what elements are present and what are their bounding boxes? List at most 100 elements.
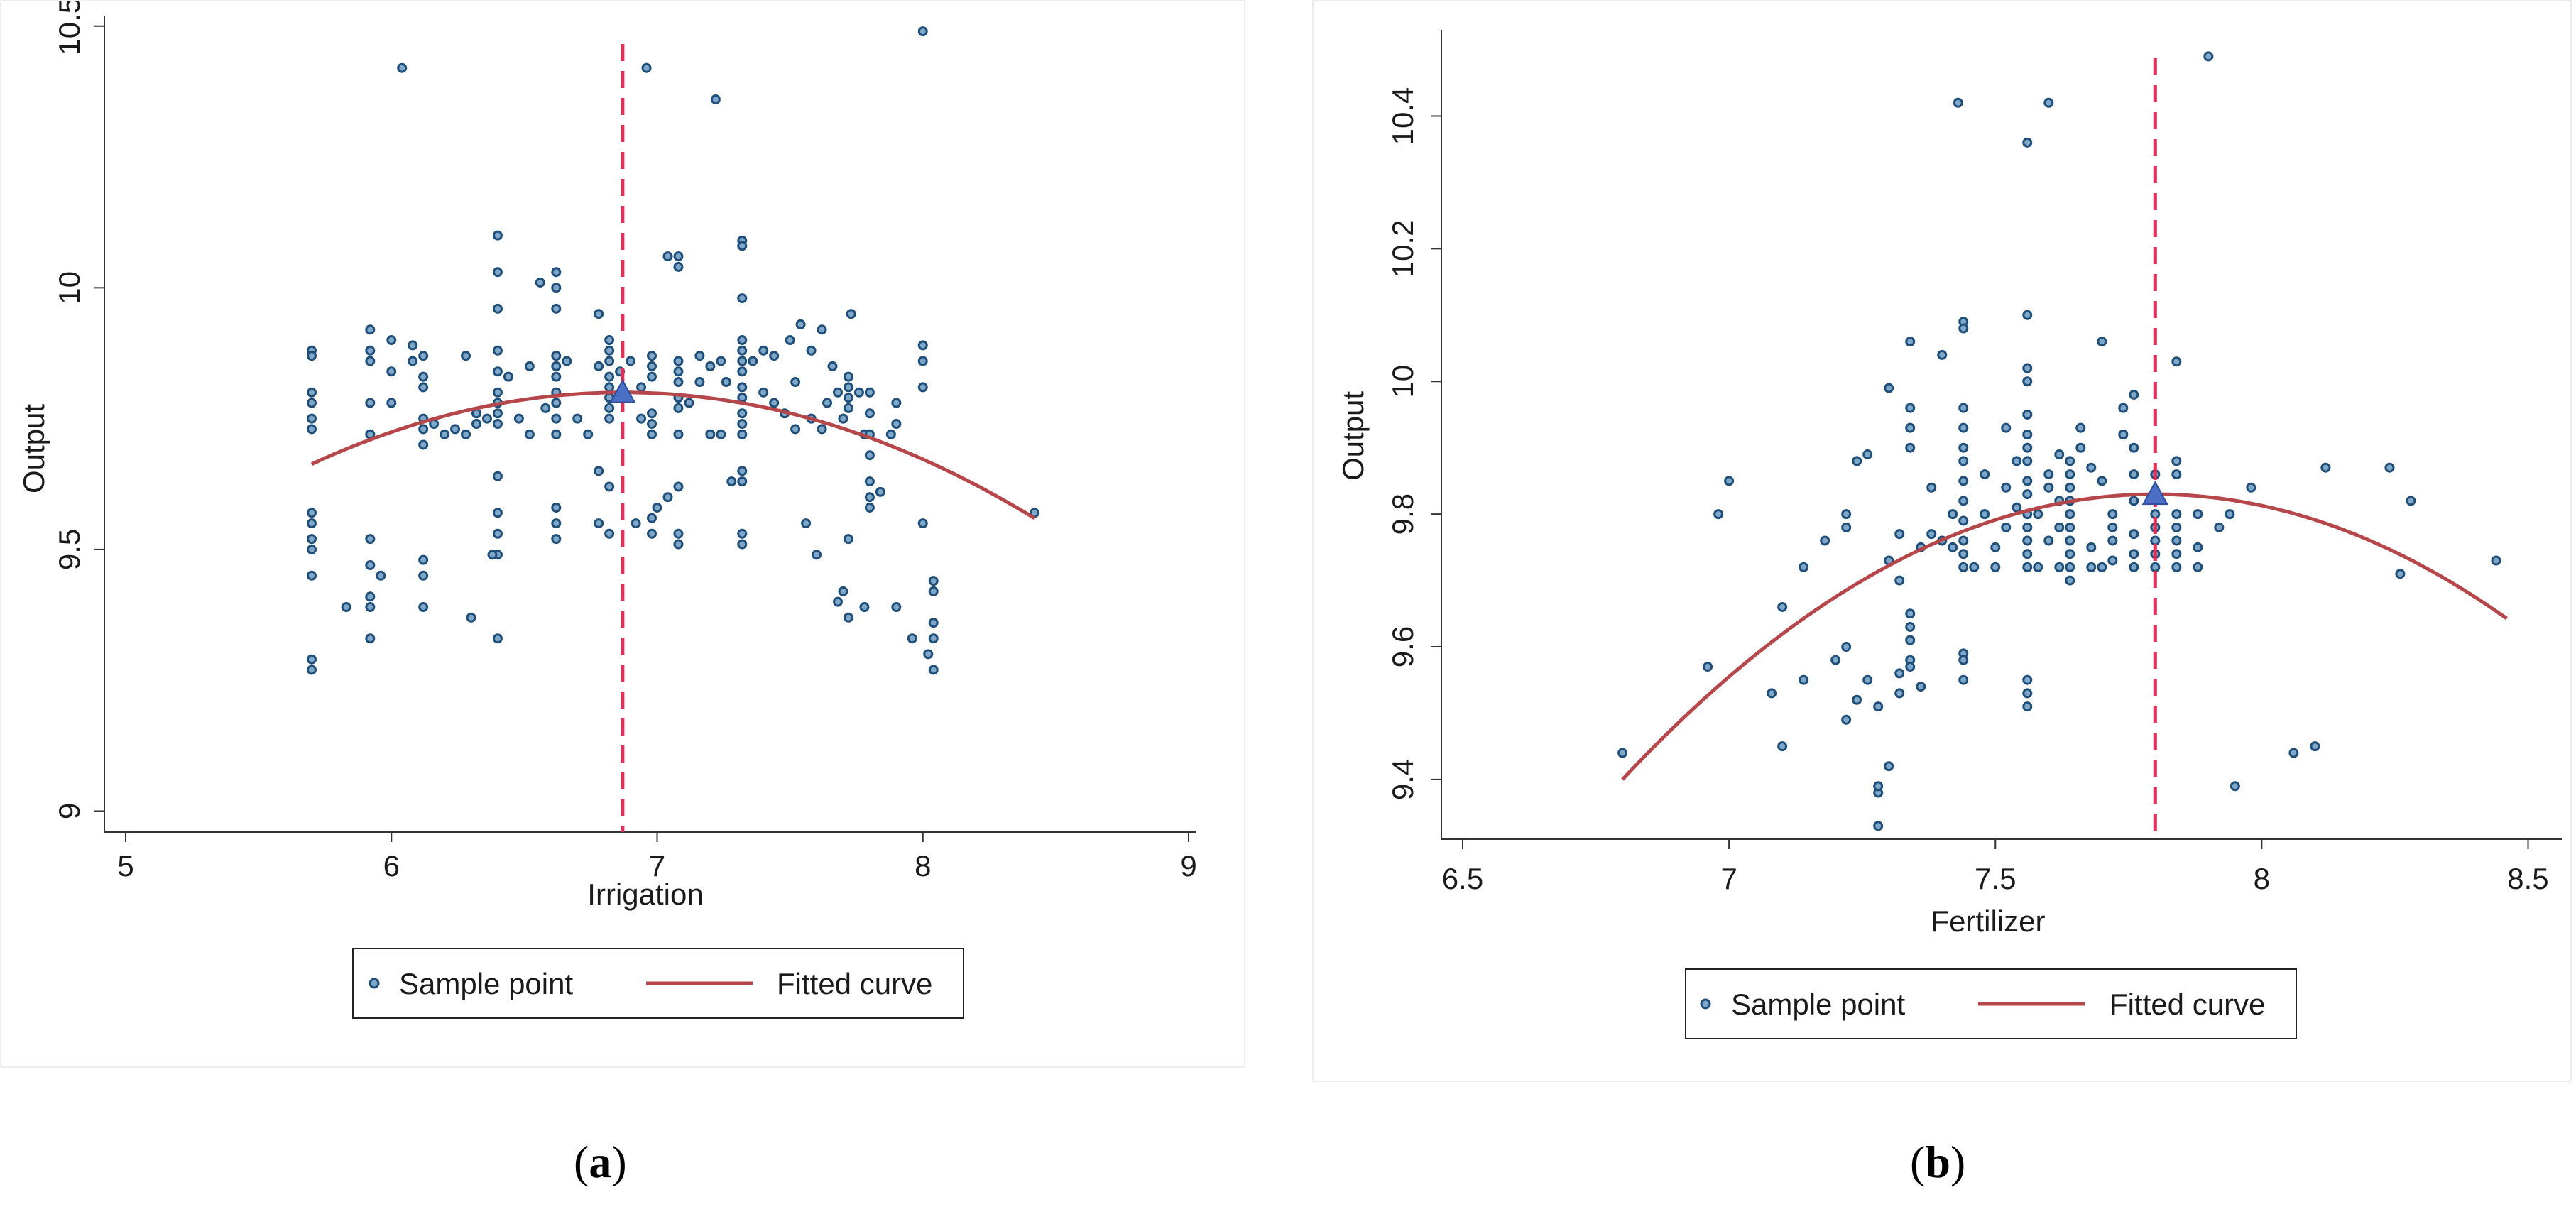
sample-point bbox=[1905, 422, 1916, 433]
peak-marker bbox=[2141, 481, 2169, 506]
sample-point bbox=[1777, 601, 1788, 612]
sample-point bbox=[2065, 522, 2075, 532]
sample-point bbox=[832, 387, 843, 398]
sample-point bbox=[647, 361, 657, 371]
sample-point bbox=[737, 345, 748, 356]
sample-point bbox=[2022, 376, 2033, 387]
sample-point bbox=[673, 251, 684, 262]
sample-point bbox=[2065, 535, 2075, 546]
sample-point bbox=[1894, 529, 1905, 540]
sample-point bbox=[551, 371, 562, 382]
sample-point bbox=[923, 649, 934, 660]
sample-point bbox=[647, 419, 657, 429]
sample-point bbox=[2033, 562, 2043, 572]
sample-point bbox=[594, 518, 604, 529]
sample-point bbox=[631, 518, 641, 529]
y-tick-label: 10.4 bbox=[1386, 87, 1419, 146]
sample-point bbox=[2203, 51, 2214, 62]
sample-point bbox=[641, 62, 652, 73]
sample-point bbox=[1990, 542, 2001, 552]
sample-point bbox=[1953, 97, 1963, 108]
sample-point bbox=[2107, 509, 2118, 520]
sample-point bbox=[726, 476, 737, 487]
sample-point bbox=[604, 345, 615, 356]
sample-point bbox=[928, 665, 939, 675]
sample-point bbox=[1841, 509, 1852, 520]
sample-point bbox=[843, 403, 853, 413]
x-tick-label: 7 bbox=[1720, 862, 1737, 895]
x-tick-label: 9 bbox=[1180, 849, 1196, 883]
sample-point bbox=[864, 476, 875, 487]
sample-point bbox=[306, 508, 317, 518]
sample-point bbox=[2097, 476, 2107, 486]
sample-point bbox=[492, 230, 503, 241]
sample-point bbox=[1958, 674, 1969, 685]
sample-point bbox=[2395, 569, 2406, 579]
sample-point bbox=[1958, 456, 1969, 466]
sample-point bbox=[928, 576, 939, 586]
sample-point bbox=[594, 361, 604, 371]
sample-point bbox=[540, 403, 551, 413]
sample-point bbox=[790, 424, 801, 435]
sample-point bbox=[2012, 456, 2022, 466]
sample-point bbox=[748, 356, 758, 366]
sample-point bbox=[758, 387, 769, 398]
sample-point bbox=[1873, 781, 1884, 792]
caption-b: (b) bbox=[1910, 1137, 1966, 1187]
sample-point bbox=[864, 492, 875, 503]
sample-point bbox=[2022, 522, 2033, 532]
y-tick-label: 10 bbox=[1386, 365, 1419, 398]
sample-point bbox=[1617, 748, 1628, 758]
sample-point bbox=[1980, 509, 1990, 520]
sample-point bbox=[2043, 97, 2054, 108]
sample-point bbox=[551, 429, 562, 439]
sample-point bbox=[2320, 462, 2331, 473]
sample-point bbox=[306, 654, 317, 665]
sample-point bbox=[737, 382, 748, 393]
sample-point bbox=[737, 335, 748, 346]
sample-point bbox=[737, 366, 748, 377]
sample-point bbox=[2022, 688, 2033, 699]
x-tick-label: 8 bbox=[915, 849, 931, 883]
sample-point bbox=[1767, 688, 1777, 699]
sample-point bbox=[2310, 741, 2320, 752]
sample-point bbox=[365, 534, 376, 545]
sample-point bbox=[2118, 430, 2129, 439]
sample-point bbox=[1958, 535, 1969, 546]
x-tick-label: 6.5 bbox=[1442, 862, 1483, 895]
sample-point bbox=[2214, 522, 2225, 532]
sample-point bbox=[306, 570, 317, 581]
fitted-curve bbox=[1621, 492, 2508, 781]
sample-point bbox=[481, 413, 492, 424]
sample-point bbox=[806, 345, 817, 356]
sample-point bbox=[2086, 562, 2097, 572]
sample-point bbox=[306, 518, 317, 529]
sample-point bbox=[673, 261, 684, 272]
sample-point bbox=[492, 528, 503, 539]
sample-point bbox=[1905, 337, 1916, 347]
sample-point bbox=[376, 570, 386, 581]
sample-point bbox=[1958, 422, 1969, 433]
sample-point bbox=[737, 466, 748, 476]
sample-point bbox=[418, 351, 429, 361]
sample-point bbox=[2225, 509, 2235, 520]
sample-point bbox=[737, 528, 748, 539]
sample-point bbox=[604, 335, 615, 346]
y-tick-label: 10.2 bbox=[1386, 219, 1419, 278]
sample-point bbox=[551, 398, 562, 408]
sample-point bbox=[737, 356, 748, 366]
sample-point bbox=[1980, 469, 1990, 480]
sample-point bbox=[864, 387, 875, 398]
sample-point bbox=[1852, 456, 1862, 466]
sample-point bbox=[2022, 363, 2033, 373]
sample-point bbox=[418, 602, 429, 613]
sample-point bbox=[1948, 509, 1958, 520]
sample-point bbox=[551, 518, 562, 529]
sample-point bbox=[2107, 522, 2118, 532]
sample-point bbox=[2033, 509, 2043, 520]
y-tick-label: 9.5 bbox=[53, 529, 86, 570]
sample-point bbox=[2193, 542, 2203, 552]
sample-point bbox=[846, 309, 856, 319]
sample-point bbox=[604, 413, 615, 424]
sample-point bbox=[875, 486, 885, 497]
